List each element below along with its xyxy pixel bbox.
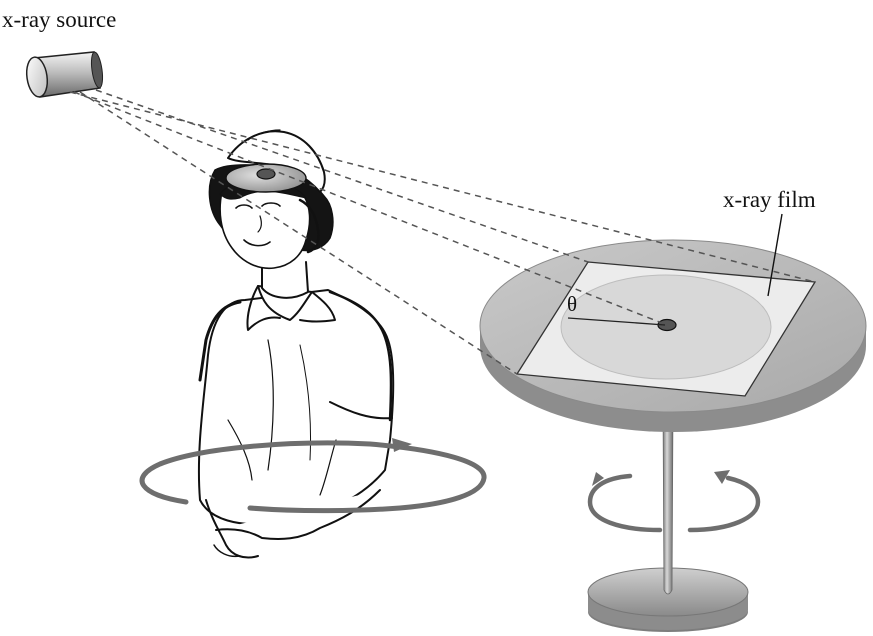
table-rotation-arrow	[587, 470, 761, 533]
xray-source	[25, 51, 104, 98]
xray-beam	[69, 89, 816, 375]
xray-film-label: x-ray film	[723, 187, 816, 212]
table-rotation-arrowhead-left-icon	[592, 472, 604, 486]
patient-rotation-arrow	[139, 438, 487, 514]
patient-figure	[197, 129, 395, 559]
xray-source-label: x-ray source	[2, 7, 116, 32]
table-rotation-arrowhead-right-icon	[714, 470, 730, 484]
film-leader-line	[767, 213, 783, 297]
xray-film	[515, 261, 817, 397]
patient-rotation-arrowhead-icon	[392, 438, 412, 452]
angle-theta-label: θ	[567, 292, 577, 316]
